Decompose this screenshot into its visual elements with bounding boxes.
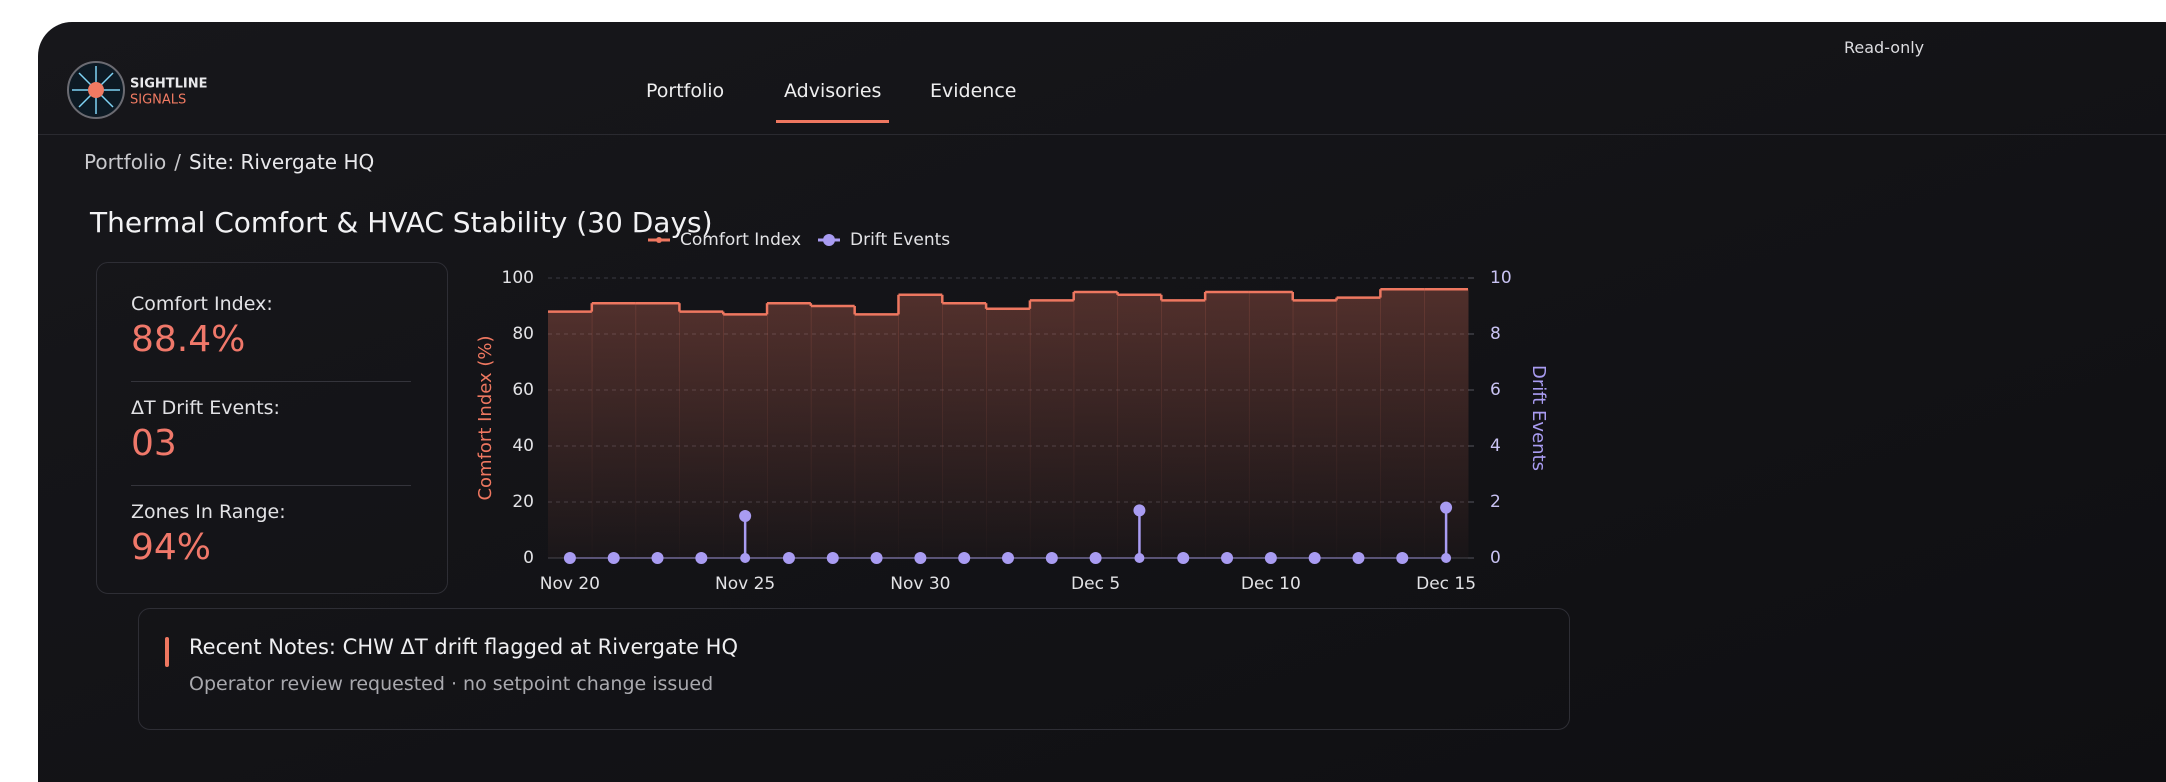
x-tick-label: Dec 5 — [1071, 574, 1120, 594]
event-dot — [607, 552, 620, 564]
event-dot — [1440, 501, 1453, 514]
crumb: Site: Rivergate HQ — [189, 150, 375, 174]
event-dot — [695, 552, 708, 564]
event-dot — [1352, 552, 1365, 564]
area — [1248, 292, 1294, 558]
y2-axis-label: Drift Events — [1528, 365, 1549, 471]
event-dot — [1089, 552, 1102, 564]
event-dot — [1177, 552, 1190, 564]
stem-base — [1134, 553, 1145, 563]
legend-label: Drift Events — [850, 230, 950, 250]
legend-swatch — [656, 237, 662, 243]
y-tick-label: 100 — [502, 268, 534, 288]
divider — [131, 381, 411, 382]
area — [1205, 292, 1250, 558]
event-dot — [739, 510, 752, 522]
nav-tab[interactable]: Portfolio — [646, 80, 725, 102]
area — [1029, 300, 1075, 558]
area — [986, 308, 1031, 558]
accent-bar — [165, 637, 169, 667]
y-tick-label: 0 — [523, 548, 534, 568]
event-dot — [1133, 504, 1146, 517]
divider — [131, 485, 411, 486]
area — [1380, 289, 1425, 558]
y2-tick-label: 8 — [1490, 324, 1501, 344]
stat: Zones In Range: 94% — [131, 501, 411, 568]
area — [898, 294, 943, 558]
nav-tab[interactable]: Evidence — [930, 80, 1017, 102]
y-tick-label: 40 — [512, 436, 534, 456]
x-tick-label: Nov 25 — [715, 574, 775, 594]
x-tick-label: Nov 30 — [890, 574, 950, 594]
legend-swatch — [823, 234, 835, 246]
brand-line2: SIGNALS — [130, 93, 186, 108]
event-dot — [870, 552, 883, 564]
area — [1292, 300, 1338, 558]
app-window: SIGHTLINE SIGNALS Portfolio Advisories E… — [38, 22, 2166, 782]
event-dot — [1264, 552, 1277, 564]
area — [1073, 292, 1119, 558]
event-dot — [1308, 552, 1321, 564]
stat-label: ΔT Drift Events: — [131, 397, 280, 419]
area — [854, 314, 899, 558]
x-tick-label: Nov 20 — [540, 574, 600, 594]
y2-tick-label: 0 — [1490, 548, 1501, 568]
y-tick-label: 60 — [512, 380, 534, 400]
event-dot — [1221, 552, 1234, 564]
stem-base — [740, 553, 751, 563]
breadcrumb: Portfolio / Site: Rivergate HQ — [84, 150, 382, 174]
crumb[interactable]: Portfolio — [84, 150, 167, 174]
x-tick-label: Dec 10 — [1241, 574, 1301, 594]
legend-label: Comfort Index — [680, 230, 801, 250]
stem-base — [1441, 553, 1452, 563]
divider — [38, 134, 2166, 135]
y2-tick-label: 10 — [1490, 268, 1512, 288]
area — [679, 311, 724, 558]
y-tick-label: 80 — [512, 324, 534, 344]
event-dot — [914, 552, 927, 564]
stat-label: Zones In Range: — [131, 501, 286, 523]
note-detail: Operator review requested · no setpoint … — [189, 673, 714, 695]
logo: SIGHTLINE SIGNALS — [67, 61, 208, 119]
stat: Comfort Index: 88.4% — [131, 293, 411, 360]
x-tick-label: Dec 15 — [1416, 574, 1476, 594]
area — [942, 303, 987, 558]
event-dot — [651, 552, 664, 564]
y2-tick-label: 4 — [1490, 436, 1501, 456]
section-title: Thermal Comfort & HVAC Stability (30 Day… — [90, 206, 713, 239]
notes-card: Recent Notes: CHW ΔT drift flagged at Ri… — [138, 608, 1570, 730]
note-title: Recent Notes: CHW ΔT drift flagged at Ri… — [189, 635, 738, 659]
stat: ΔT Drift Events: 03 — [131, 397, 411, 464]
y2-tick-label: 6 — [1490, 380, 1501, 400]
area — [548, 311, 593, 558]
crumb-separator: / — [174, 150, 182, 174]
event-dot — [1396, 552, 1409, 564]
brand-line1: SIGHTLINE — [130, 77, 208, 92]
event-dot — [563, 552, 576, 564]
area — [591, 303, 637, 558]
mode-label: Read-only — [1844, 38, 1925, 57]
area — [1336, 297, 1381, 558]
nav-tab[interactable]: Advisories — [775, 80, 890, 123]
area — [767, 303, 812, 558]
event-dot — [782, 552, 795, 564]
event-dot — [826, 552, 839, 564]
y-axis-label: Comfort Index (%) — [475, 335, 496, 500]
stat-value: 88.4% — [131, 319, 246, 360]
stats-card: Comfort Index: 88.4% ΔT Drift Events: 03 Z… — [96, 262, 448, 594]
event-dot — [1002, 552, 1014, 564]
area — [810, 306, 856, 558]
y-tick-label: 20 — [512, 492, 534, 512]
area — [635, 303, 680, 558]
event-dot — [1045, 552, 1058, 564]
y2-tick-label: 2 — [1490, 492, 1501, 512]
stat-value: 03 — [131, 423, 177, 464]
stat-value: 94% — [131, 527, 212, 568]
event-dot — [958, 552, 971, 564]
chart: 0 20 40 60 80 100 0 2 4 6 8 10 Comfort Index (%) Drif… — [475, 230, 1549, 594]
area — [1161, 300, 1206, 558]
page: SIGHTLINE SIGNALS Portfolio Advisories E… — [38, 22, 2166, 782]
stat-label: Comfort Index: — [131, 293, 273, 315]
